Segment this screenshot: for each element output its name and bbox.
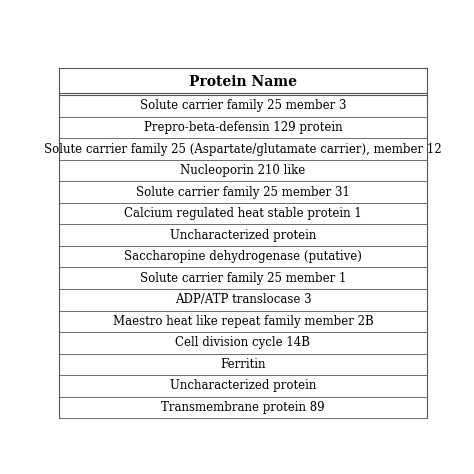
- Text: Nucleoporin 210 like: Nucleoporin 210 like: [180, 164, 306, 177]
- Text: Solute carrier family 25 (Aspartate/glutamate carrier), member 12: Solute carrier family 25 (Aspartate/glut…: [44, 143, 442, 155]
- Text: Uncharacterized protein: Uncharacterized protein: [170, 228, 316, 242]
- Text: Ferritin: Ferritin: [220, 358, 265, 371]
- Text: Solute carrier family 25 member 3: Solute carrier family 25 member 3: [140, 100, 346, 112]
- Text: Calcium regulated heat stable protein 1: Calcium regulated heat stable protein 1: [124, 207, 362, 220]
- Text: Maestro heat like repeat family member 2B: Maestro heat like repeat family member 2…: [112, 315, 374, 328]
- Text: Protein Name: Protein Name: [189, 74, 297, 89]
- Text: ADP/ATP translocase 3: ADP/ATP translocase 3: [174, 293, 311, 306]
- Text: Saccharopine dehydrogenase (putative): Saccharopine dehydrogenase (putative): [124, 250, 362, 263]
- Text: Transmembrane protein 89: Transmembrane protein 89: [161, 401, 325, 414]
- Text: Cell division cycle 14B: Cell division cycle 14B: [175, 337, 310, 349]
- Text: Solute carrier family 25 member 31: Solute carrier family 25 member 31: [136, 186, 350, 199]
- Text: Prepro-beta-defensin 129 protein: Prepro-beta-defensin 129 protein: [144, 121, 342, 134]
- Text: Uncharacterized protein: Uncharacterized protein: [170, 379, 316, 392]
- Text: Solute carrier family 25 member 1: Solute carrier family 25 member 1: [140, 272, 346, 285]
